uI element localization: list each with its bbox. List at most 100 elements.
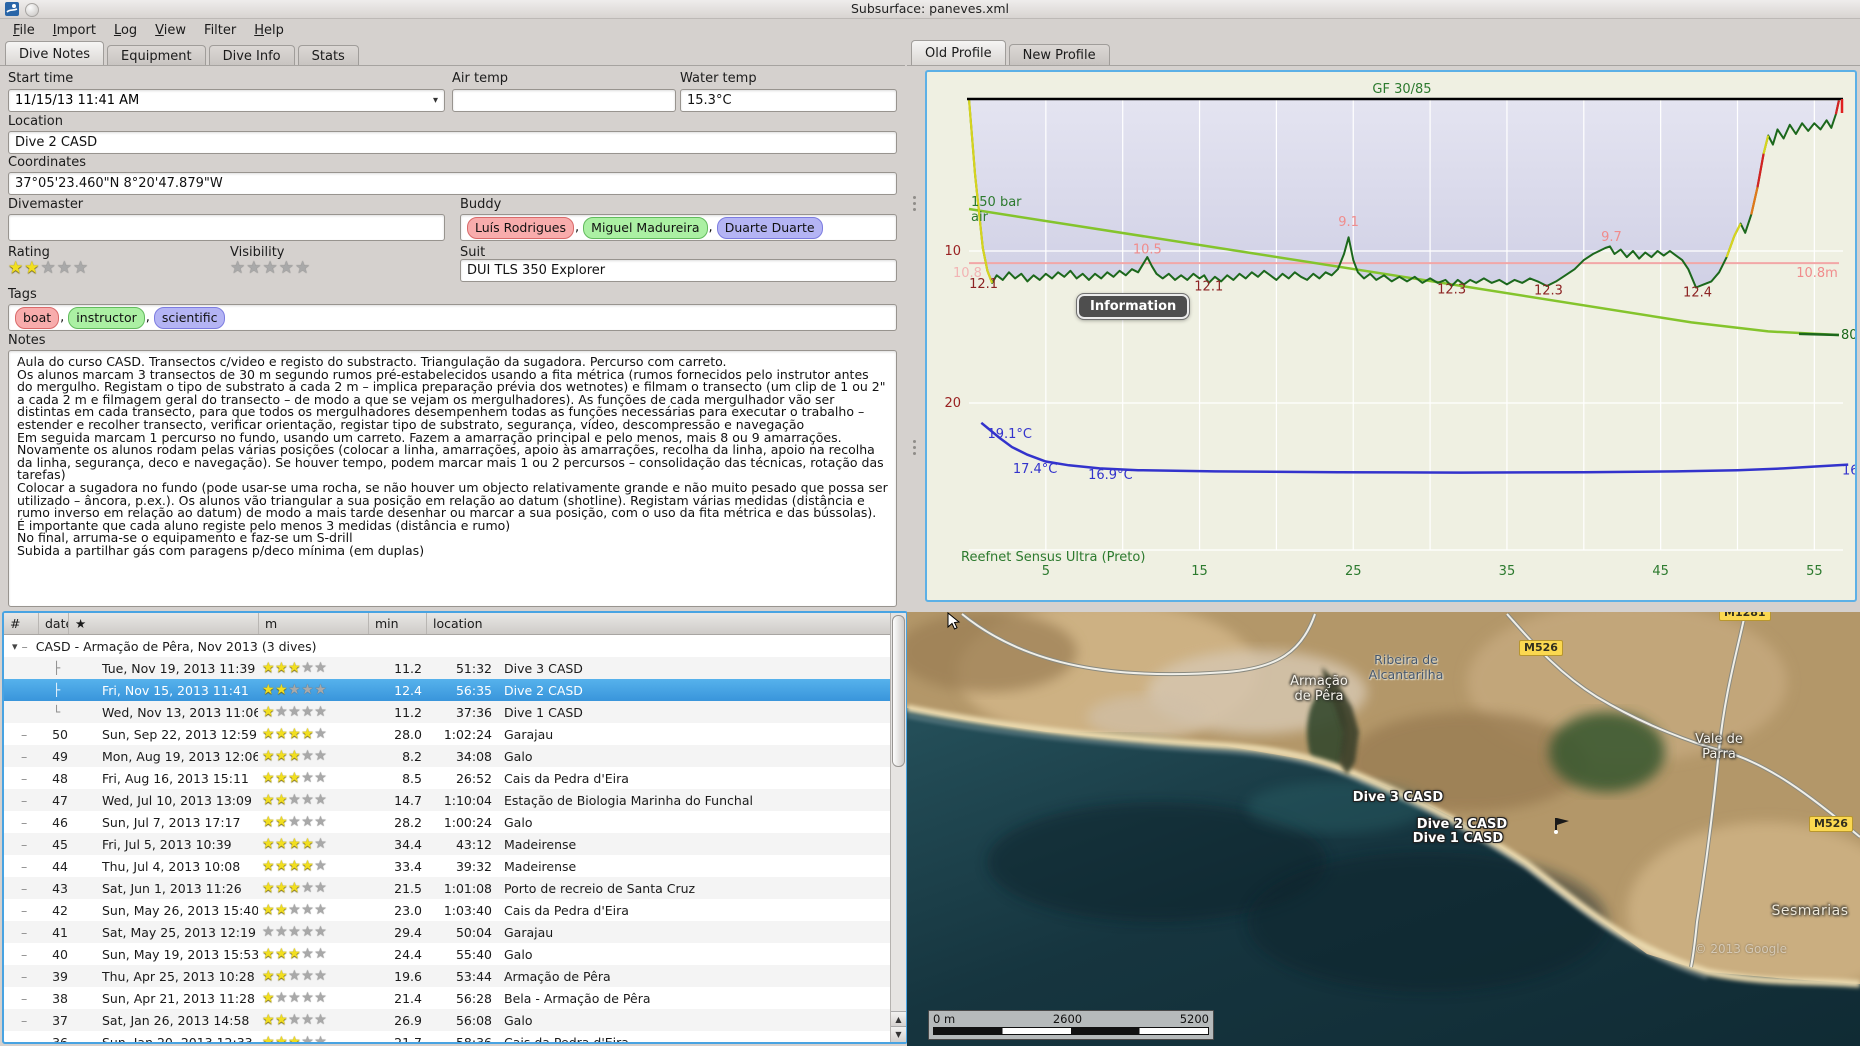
tab-old-profile[interactable]: Old Profile	[911, 40, 1006, 65]
tag-pill: boat	[15, 306, 60, 329]
start-time-combobox[interactable]: ▾	[8, 89, 445, 112]
table-row[interactable]: –38 Sun, Apr 21, 2013 11:28 ★★★★★ 21.4 56:28…	[4, 987, 891, 1009]
information-button[interactable]: Information	[1075, 293, 1191, 320]
window-menu-button[interactable]	[25, 3, 39, 17]
column-header-stars[interactable]: ★	[68, 613, 258, 634]
column-header-date[interactable]: date	[38, 613, 68, 634]
star-icon: ★	[301, 704, 315, 720]
star-icon: ★	[314, 660, 328, 676]
table-row[interactable]: –42 Sun, May 26, 2013 15:40 ★★★★★ 23.0 1:03:…	[4, 899, 891, 921]
dive-date: Sun, Jan 20, 2013 12:33	[102, 1034, 253, 1044]
depth-profile-line	[968, 98, 1840, 289]
table-row[interactable]: ├ Fri, Nov 15, 2013 11:41 ★★★★★ 12.4 56:35 Di…	[4, 679, 891, 701]
vertical-splitter-handle[interactable]	[913, 440, 916, 443]
dive-location: Galo	[504, 946, 533, 962]
table-row[interactable]: –47 Wed, Jul 10, 2013 13:09 ★★★★★ 14.7 1:10:…	[4, 789, 891, 811]
notes-textarea[interactable]: Aula do curso CASD. Transectos c/video e…	[8, 350, 897, 607]
vertical-splitter-handle[interactable]	[913, 196, 916, 199]
tab-dive-info[interactable]: Dive Info	[208, 45, 295, 66]
buddy-input[interactable]: Luís Rodrigues, Miguel Madureira, Duarte D…	[460, 214, 897, 241]
star-icon: ★	[262, 990, 276, 1006]
menu-item-view[interactable]: View	[155, 23, 187, 38]
menu-item-log[interactable]: Log	[113, 23, 138, 38]
table-row[interactable]: –50 Sun, Sep 22, 2013 12:59 ★★★★★ 28.0 1:02:…	[4, 723, 891, 745]
collapse-arrow-icon[interactable]: ▾	[12, 639, 18, 653]
star-icon: ★	[314, 924, 328, 940]
water-temp-input[interactable]	[680, 89, 897, 112]
menu-item-import[interactable]: Import	[52, 23, 96, 38]
star-icon: ★	[262, 924, 276, 940]
table-row[interactable]: –41 Sat, May 25, 2013 12:19 ★★★★★ 29.4 50:04…	[4, 921, 891, 943]
menu-item-file[interactable]: File	[13, 23, 35, 38]
column-header-location[interactable]: location	[426, 613, 496, 634]
star-icon: ★	[288, 682, 302, 698]
tags-input[interactable]: boat, instructor, scientific	[8, 304, 897, 331]
location-input[interactable]	[8, 131, 897, 154]
star-icon: ★	[314, 1034, 328, 1044]
tab-stats[interactable]: Stats	[297, 45, 359, 66]
tree-branch: └	[53, 705, 61, 719]
suit-input[interactable]	[460, 259, 897, 282]
dive-location: Cais da Pedra d'Eira	[504, 770, 629, 786]
scroll-up-button[interactable]: ▲	[891, 1011, 906, 1027]
star-icon: ★	[301, 660, 315, 676]
divemaster-input[interactable]	[8, 214, 445, 241]
menu-item-filter[interactable]: Filter	[204, 23, 237, 38]
dive-number: 46	[52, 814, 68, 830]
star-icon: ★	[275, 660, 289, 676]
table-row[interactable]: –49 Mon, Aug 19, 2013 12:06 ★★★★★ 8.2 34:08 G…	[4, 745, 891, 767]
dive-profile-chart[interactable]: GF 30/85 5 15 25 35 45 55 10 20 Reefnet Sensus Ul…	[925, 70, 1857, 602]
scrollbar-thumb[interactable]	[892, 615, 905, 767]
tab-equipment[interactable]: Equipment	[107, 45, 206, 66]
table-row[interactable]: –40 Sun, May 19, 2013 15:53 ★★★★★ 24.4 55:40…	[4, 943, 891, 965]
star-icon: ★	[262, 792, 276, 808]
table-row[interactable]: –48 Fri, Aug 16, 2013 15:11 ★★★★★ 8.5 26:52 C…	[4, 767, 891, 789]
coordinates-input[interactable]	[8, 172, 897, 195]
dive-location: Dive 1 CASD	[504, 704, 583, 720]
pill-separator: ,	[708, 220, 713, 235]
location-label: Location	[8, 114, 63, 129]
tab-divider	[0, 65, 905, 66]
rating-stars[interactable]: ★★★★★	[8, 258, 89, 278]
menu-item-help[interactable]: Help	[254, 23, 284, 38]
visibility-stars[interactable]: ★★★★★	[230, 258, 311, 278]
star-icon: ★	[262, 682, 276, 698]
satellite-map[interactable]: Armação de Pêra Ribeira de Alcantarilha Va…	[907, 612, 1860, 1046]
air-temp-input[interactable]	[452, 89, 676, 112]
star-icon: ★	[275, 836, 289, 852]
table-row[interactable]: –37 Sat, Jan 26, 2013 14:58 ★★★★★ 26.9 56:08…	[4, 1009, 891, 1031]
scroll-down-button[interactable]: ▼	[891, 1026, 906, 1042]
star-icon: ★	[314, 880, 328, 896]
tag-pill: scientific	[153, 306, 226, 329]
table-row[interactable]: –43 Sat, Jun 1, 2013 11:26 ★★★★★ 21.5 1:01:0…	[4, 877, 891, 899]
dive-list-scrollbar[interactable]: ▲ ▼	[890, 613, 906, 1042]
tab-dive-notes[interactable]: Dive Notes	[5, 41, 104, 66]
table-row[interactable]: –46 Sun, Jul 7, 2013 17:17 ★★★★★ 28.2 1:00:2…	[4, 811, 891, 833]
start-time-input[interactable]	[15, 93, 433, 108]
dive-duration: 55:40	[455, 946, 492, 962]
column-header-min[interactable]: min	[368, 613, 426, 634]
star-icon: ★	[262, 770, 276, 786]
tab-divider	[907, 65, 1860, 66]
table-row[interactable]: └ Wed, Nov 13, 2013 11:06 ★★★★★ 11.2 37:36 Di…	[4, 701, 891, 723]
dive-computer-label: Reefnet Sensus Ultra (Preto)	[961, 550, 1145, 565]
table-row[interactable]: ├ Tue, Nov 19, 2013 11:39 ★★★★★ 11.2 51:32 Di…	[4, 657, 891, 679]
table-row[interactable]: –44 Thu, Jul 4, 2013 10:08 ★★★★★ 33.4 39:32 M…	[4, 855, 891, 877]
table-row[interactable]: –39 Thu, Apr 25, 2013 10:28 ★★★★★ 19.6 53:44…	[4, 965, 891, 987]
star-icon: ★	[301, 836, 315, 852]
column-header-m[interactable]: m	[258, 613, 368, 634]
title-bar[interactable]: Subsurface: paneves.xml	[0, 0, 1860, 19]
dive-group-row[interactable]: ▾ – CASD - Armação de Pêra, Nov 2013 (3 di…	[4, 635, 891, 657]
dive-date: Wed, Jul 10, 2013 13:09	[102, 792, 252, 808]
tab-new-profile[interactable]: New Profile	[1008, 44, 1110, 65]
table-row[interactable]: –45 Fri, Jul 5, 2013 10:39 ★★★★★ 34.4 43:12 M…	[4, 833, 891, 855]
star-icon: ★	[288, 660, 302, 676]
star-icon: ★	[275, 792, 289, 808]
dive-max-depth: 28.2	[394, 814, 422, 830]
star-icon: ★	[314, 682, 328, 698]
scale-start: 0 m	[933, 1012, 956, 1026]
table-row[interactable]: –36 Sun, Jan 20, 2013 12:33 ★★★★★ 21.7 58:36…	[4, 1031, 891, 1044]
dive-date: Sat, Jun 1, 2013 11:26	[102, 880, 242, 896]
column-header-num[interactable]: #	[10, 616, 21, 631]
dive-number: 45	[52, 836, 68, 852]
